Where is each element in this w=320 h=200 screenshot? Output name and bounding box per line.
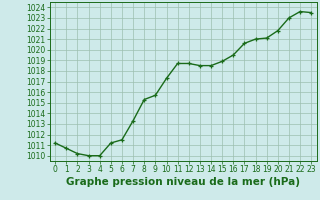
X-axis label: Graphe pression niveau de la mer (hPa): Graphe pression niveau de la mer (hPa) xyxy=(66,177,300,187)
